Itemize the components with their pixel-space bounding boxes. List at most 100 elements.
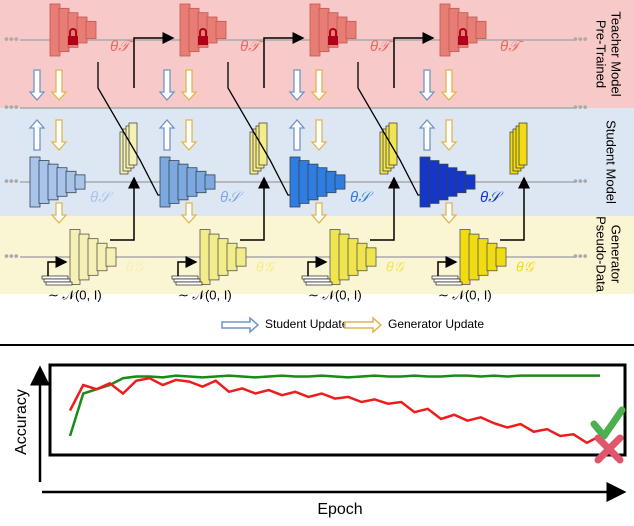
layer — [39, 161, 49, 204]
layer — [447, 168, 457, 197]
layer — [465, 175, 475, 189]
layer — [227, 243, 237, 271]
layer — [429, 161, 439, 204]
layer — [209, 234, 219, 280]
feature-map — [519, 123, 527, 165]
layer — [326, 171, 336, 192]
noise-label: ∼ 𝒩(0, I) — [308, 287, 362, 302]
layer — [160, 157, 170, 207]
noise-label: ∼ 𝒩(0, I) — [48, 287, 102, 302]
layer — [339, 234, 349, 280]
row-label: Pre-Trained — [594, 20, 609, 88]
layer — [330, 230, 340, 285]
layer — [106, 248, 116, 266]
layer — [77, 17, 87, 43]
plot — [70, 376, 600, 443]
legend-label: Generator Update — [388, 317, 484, 331]
layer — [48, 164, 58, 200]
noise — [42, 276, 68, 279]
layer — [357, 243, 367, 271]
layer — [337, 17, 347, 43]
layer — [88, 239, 98, 276]
chart-frame — [50, 365, 625, 455]
layer — [75, 175, 85, 189]
y-axis-label: Accuracy — [13, 389, 30, 455]
svg-text:•••: ••• — [573, 248, 588, 264]
layer — [79, 234, 89, 280]
layer — [59, 8, 69, 51]
layer — [86, 21, 96, 38]
layer — [310, 4, 320, 56]
layer — [189, 8, 199, 51]
layer — [218, 239, 228, 276]
noise — [306, 282, 332, 285]
layer — [348, 239, 358, 276]
layer — [236, 248, 246, 266]
lock — [328, 36, 338, 45]
layer — [317, 168, 327, 197]
row-label: Generator — [609, 225, 624, 284]
layer — [478, 239, 488, 276]
layer — [460, 230, 470, 285]
layer — [196, 171, 206, 192]
noise — [434, 279, 460, 282]
noise — [44, 279, 70, 282]
check-icon — [594, 410, 622, 436]
x-axis-label: Epoch — [317, 501, 362, 518]
layer — [487, 243, 497, 271]
noise — [176, 282, 202, 285]
lock — [458, 36, 468, 45]
noise — [304, 279, 330, 282]
layer — [57, 168, 67, 197]
layer — [438, 164, 448, 200]
noise — [172, 276, 198, 279]
row-label: Pseudo-Data — [594, 216, 609, 293]
layer — [187, 168, 197, 197]
layer — [180, 4, 190, 56]
svg-text:•••: ••• — [573, 173, 588, 189]
noise-label: ∼ 𝒩(0, I) — [178, 287, 232, 302]
layer — [169, 161, 179, 204]
layer — [496, 248, 506, 266]
svg-text:•••: ••• — [573, 99, 588, 115]
legend: Student Update Generator Update — [222, 317, 484, 332]
layer — [50, 4, 60, 56]
layer — [216, 21, 226, 38]
generator-param: θ𝒢 — [256, 259, 276, 275]
layer — [30, 157, 40, 207]
layer — [319, 8, 329, 51]
series-line — [70, 378, 600, 443]
lock — [198, 36, 208, 45]
generator-param: θ𝒢 — [386, 259, 406, 275]
layer — [66, 171, 76, 192]
series-line — [70, 376, 600, 436]
generator-param: θ𝒢 — [516, 259, 536, 275]
noise — [436, 282, 462, 285]
layer — [97, 243, 107, 271]
noise — [432, 276, 458, 279]
svg-text:•••: ••• — [4, 31, 19, 47]
cross-icon — [598, 438, 620, 460]
layer — [476, 21, 486, 38]
row-label: Teacher Model — [609, 11, 624, 96]
layer — [467, 17, 477, 43]
noise — [174, 279, 200, 282]
generator-param: θ𝒢 — [126, 259, 146, 275]
row-label: Student Model — [604, 120, 619, 204]
layer — [440, 4, 450, 56]
legend-label: Student Update — [265, 317, 349, 331]
layer — [308, 164, 318, 200]
layer — [346, 21, 356, 38]
figure: •••••• •••••• •••••• •••••• Pre-Trained … — [0, 0, 634, 521]
layer — [469, 234, 479, 280]
svg-text:•••: ••• — [4, 99, 19, 115]
layer — [200, 230, 210, 285]
svg-text:•••: ••• — [573, 31, 588, 47]
layer — [420, 157, 430, 207]
layer — [70, 230, 80, 285]
layer — [178, 164, 188, 200]
layer — [456, 171, 466, 192]
svg-text:•••: ••• — [4, 248, 19, 264]
layer — [366, 248, 376, 266]
layer — [335, 175, 345, 189]
